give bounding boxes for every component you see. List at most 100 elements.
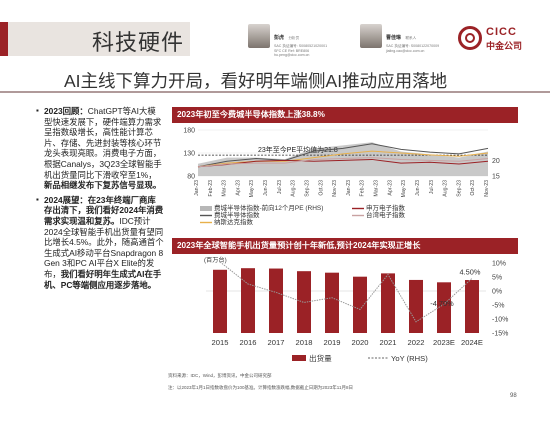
bar bbox=[269, 268, 283, 333]
legend-label: 申万电子指数 bbox=[366, 203, 406, 212]
top-chart-title: 2023年初至今费城半导体指数上涨38.8% bbox=[172, 107, 518, 123]
x-tick-label: Mar-23 bbox=[374, 180, 380, 197]
bullet-text: IDC预计2024全球智能手机出货量有望同比增长4.5%。此外，随高通首个生成式… bbox=[44, 215, 164, 279]
analyst-info-line: SFC CE Ref: BRE806 bbox=[274, 48, 310, 53]
bar bbox=[409, 279, 423, 333]
x-tick-label: Apr-23 bbox=[235, 180, 241, 196]
x-tick-label: 2022 bbox=[408, 338, 425, 347]
series-area-pe bbox=[198, 142, 488, 176]
analyst-photo-1 bbox=[248, 24, 270, 48]
bar bbox=[297, 271, 311, 333]
x-tick-label: 2019 bbox=[324, 338, 341, 347]
pe-average-annotation: 23年至今PE平均值为21.8 bbox=[258, 145, 338, 154]
x-tick-label: Sep-23 bbox=[456, 180, 462, 197]
unit-label: (百万台) bbox=[204, 256, 227, 264]
logo-text-en: CICC bbox=[486, 26, 517, 38]
x-tick-label: Sep-23 bbox=[304, 180, 310, 197]
analyst-role: 联系人 bbox=[405, 36, 417, 40]
x-tick-label: Feb-23 bbox=[360, 180, 366, 197]
bullet-outlook: ▪ 2024展望：在23年终端厂商库存出清下，我们看好2024年消费需求实现温和… bbox=[36, 195, 164, 290]
x-tick-label: Jul-23 bbox=[429, 180, 435, 194]
x-tick-label: Oct-23 bbox=[318, 180, 324, 196]
x-tick-label: Feb-23 bbox=[208, 180, 214, 197]
x-tick-label: 2024E bbox=[461, 338, 483, 347]
bullet-text: ChatGPT等AI大模型快速发展下，硬件端算力需求呈指数级增长，高性能计算芯片… bbox=[44, 106, 162, 180]
y-tick-label-right: 0% bbox=[492, 289, 502, 296]
headline: AI主线下算力开局，看好明年端侧AI推动应用落地 bbox=[64, 71, 448, 91]
y-tick-label-right: -15% bbox=[492, 331, 508, 338]
x-tick-label: Jan-23 bbox=[346, 180, 352, 196]
analyst-card-2: 曹佳琳 联系人 SAC 执证编号: S0080122070009 jialing… bbox=[386, 26, 439, 53]
x-tick-label: Apr-23 bbox=[387, 180, 393, 196]
analyst-photo-2 bbox=[360, 24, 382, 48]
y-tick-label-right: -10% bbox=[492, 317, 508, 324]
x-tick-label: Aug-23 bbox=[291, 180, 297, 197]
header-accent-bar bbox=[0, 22, 8, 56]
bullet-emphasis: 我们看好明年生成式AI在手机、PC等端侧应用逐步落地。 bbox=[44, 268, 162, 290]
x-tick-label: Nov-23 bbox=[332, 180, 338, 197]
bullet-square-icon: ▪ bbox=[36, 194, 39, 204]
x-tick-label: 2020 bbox=[352, 338, 369, 347]
yoy-line bbox=[219, 261, 473, 323]
x-tick-label: Jan-23 bbox=[194, 180, 200, 196]
bar bbox=[325, 272, 339, 333]
x-tick-label: Jul-23 bbox=[277, 180, 283, 194]
smartphone-shipments-chart: (百万台) 10% 5% 0% -5% -10% -15% 2015 2016 2017 2018 2… bbox=[204, 256, 508, 363]
cicc-logo-inner-icon bbox=[465, 33, 475, 43]
logo-text-cn: 中金公司 bbox=[486, 41, 523, 51]
analyst-email: jialing.cao@cicc.com.cn bbox=[386, 48, 425, 53]
bullet-emphasis: 新品相继发布下复苏信号显现。 bbox=[44, 180, 162, 191]
bottom-chart-title: 2023年全球智能手机出货量预计创十年新低,预计2024年实现正增长 bbox=[172, 238, 518, 254]
x-tick-label: Oct-23 bbox=[470, 180, 476, 196]
bullet-square-icon: ▪ bbox=[36, 106, 39, 115]
bar bbox=[241, 268, 255, 333]
legend-label: 出货量 bbox=[309, 353, 332, 363]
legend-label: 纳斯达克指数 bbox=[214, 217, 254, 226]
x-tick-label: Nov-23 bbox=[484, 180, 490, 197]
bar bbox=[465, 280, 479, 333]
x-tick-label: Aug-23 bbox=[443, 180, 449, 197]
analyst-info-line: SAC 执证编号: S0080122070009 bbox=[386, 44, 440, 48]
cicc-logo-icon bbox=[458, 26, 482, 50]
x-tick-label: May-23 bbox=[249, 180, 255, 197]
x-tick-label: Jun-23 bbox=[415, 180, 421, 196]
y-tick-label-left: 180 bbox=[183, 128, 195, 135]
data-label: -4.70% bbox=[430, 299, 454, 308]
x-tick-label: May-23 bbox=[401, 180, 407, 197]
legend-swatch bbox=[200, 206, 212, 211]
y-tick-label-right: 5% bbox=[492, 275, 502, 282]
analyst-name: 彭虎 bbox=[274, 35, 285, 41]
x-tick-label: 2018 bbox=[296, 338, 313, 347]
legend-label: 费城半导体指数-前向12个月PE (RHS) bbox=[214, 203, 323, 212]
analyst-email: hu.peng@cicc.com.cn bbox=[274, 53, 310, 58]
commentary-column: ▪ 2023回顾：ChatGPT等AI大模型快速发展下，硬件端算力需求呈指数级增… bbox=[36, 106, 164, 294]
y-tick-label-left: 130 bbox=[183, 151, 195, 158]
legend-label: 台湾电子指数 bbox=[366, 210, 406, 219]
source-note: 资料来源：IDC，Wind，彭博资讯，中金公司研究部 bbox=[168, 373, 272, 378]
x-tick-label: 2017 bbox=[268, 338, 285, 347]
bar bbox=[353, 276, 367, 333]
header-band bbox=[0, 22, 190, 56]
bar bbox=[437, 282, 451, 333]
sox-index-chart: 80 130 180 15 20 23年至今PE平均值为21.8 Jan-23 Feb-23 M… bbox=[183, 128, 500, 227]
bullet-lead: 2024展望：在23年终端厂商库存出清下，我们看好2024年消费需求实现温和复苏… bbox=[44, 194, 164, 226]
y-tick-label-right: 15 bbox=[492, 174, 500, 181]
page-number: 98 bbox=[510, 393, 517, 399]
bullet-lead: 2023回顾： bbox=[44, 106, 88, 116]
headline-divider bbox=[0, 91, 550, 93]
analyst-name: 曹佳琳 bbox=[386, 35, 402, 41]
footnote: 注：以2023年1月1日指数收盘价为100基准。计算指数涨跌幅,数据截止日期为2… bbox=[168, 385, 353, 390]
series-line bbox=[197, 157, 489, 168]
data-label: 4.50% bbox=[460, 267, 481, 276]
series-line bbox=[197, 143, 489, 168]
y-tick-label-right: 10% bbox=[492, 261, 506, 268]
analyst-info-line: SAC 执证编号: S0080521020001 bbox=[274, 44, 328, 48]
x-tick-label: 2021 bbox=[380, 338, 397, 347]
legend-swatch bbox=[292, 355, 306, 361]
x-tick-label: Mar-23 bbox=[222, 180, 228, 197]
x-tick-label: 2015 bbox=[212, 338, 229, 347]
section-title: 科技硬件 bbox=[92, 30, 185, 55]
analyst-card-1: 彭虎 分析员 SAC 执证编号: S0080521020001 SFC CE R… bbox=[274, 26, 327, 58]
legend-label: 费城半导体指数 bbox=[214, 210, 260, 219]
analyst-role: 分析员 bbox=[288, 36, 300, 40]
